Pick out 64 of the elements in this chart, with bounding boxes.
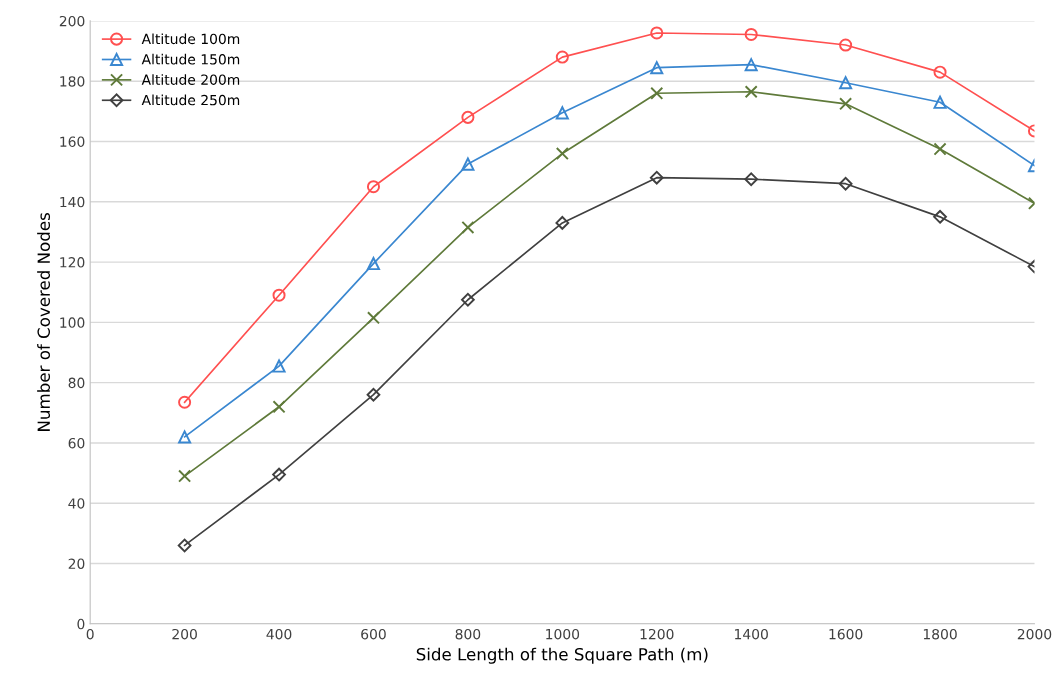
y-tick-label: 80: [68, 377, 85, 389]
y-tick-label: 100: [60, 317, 85, 328]
point: [744, 85, 758, 99]
point: [178, 469, 192, 483]
point: [650, 61, 664, 75]
point: [461, 110, 475, 124]
x-tick-label: 400: [266, 628, 292, 640]
point: [461, 220, 475, 234]
y-tick-label: 180: [60, 76, 85, 87]
point: [650, 86, 664, 100]
point: [366, 311, 380, 325]
point: [933, 142, 947, 156]
y-tick-label: 20: [68, 558, 85, 569]
y-tick-label: 200: [59, 15, 85, 27]
point: [744, 58, 758, 72]
point: [272, 467, 286, 482]
x-tick-label: 200: [172, 628, 197, 640]
point: [178, 430, 192, 444]
point: [555, 50, 569, 64]
point: [839, 97, 853, 111]
legend-label: Altitude 250m: [141, 94, 240, 106]
point: [744, 27, 758, 41]
x-tick-label: 1600: [829, 628, 863, 640]
point: [366, 387, 381, 402]
legend-label: Altitude 100m: [141, 33, 240, 45]
point: [933, 209, 947, 224]
point: [933, 95, 947, 109]
legend-label: Altitude 200m: [141, 74, 240, 85]
point: [366, 180, 380, 194]
x-tick-label: 2000: [1017, 628, 1052, 640]
y-axis-title: Number of Covered Nodes: [37, 213, 51, 431]
point: [177, 538, 192, 553]
point: [838, 176, 853, 191]
point: [461, 292, 475, 307]
y-tick-label: 0: [77, 618, 85, 630]
point: [366, 257, 380, 271]
point: [744, 172, 759, 187]
x-axis-title: Side Length of the Square Path (m): [416, 647, 708, 664]
x-tick-label: 800: [455, 628, 481, 640]
y-tick-label: 140: [60, 196, 85, 208]
x-tick-label: 600: [361, 628, 386, 640]
point: [649, 170, 664, 185]
point: [555, 106, 569, 120]
point: [839, 38, 853, 52]
point: [839, 76, 853, 90]
point: [933, 65, 947, 79]
x-tick-label: 1000: [546, 628, 580, 640]
point: [272, 288, 286, 302]
x-tick-label: 1200: [640, 628, 674, 640]
y-tick-label: 160: [60, 136, 85, 147]
point: [178, 395, 192, 409]
x-tick-label: 1800: [923, 628, 957, 640]
legend-label: Altitude 150m: [141, 53, 240, 65]
point: [272, 400, 286, 414]
point: [461, 157, 475, 171]
y-tick-label: 40: [68, 498, 85, 509]
y-tick-label: 120: [60, 257, 85, 268]
x-tick-label: 0: [86, 628, 94, 640]
x-tick-label: 1400: [735, 628, 768, 640]
y-tick-label: 60: [68, 437, 85, 449]
point: [555, 216, 570, 230]
point: [555, 147, 569, 161]
point: [272, 359, 286, 373]
point: [650, 26, 664, 40]
